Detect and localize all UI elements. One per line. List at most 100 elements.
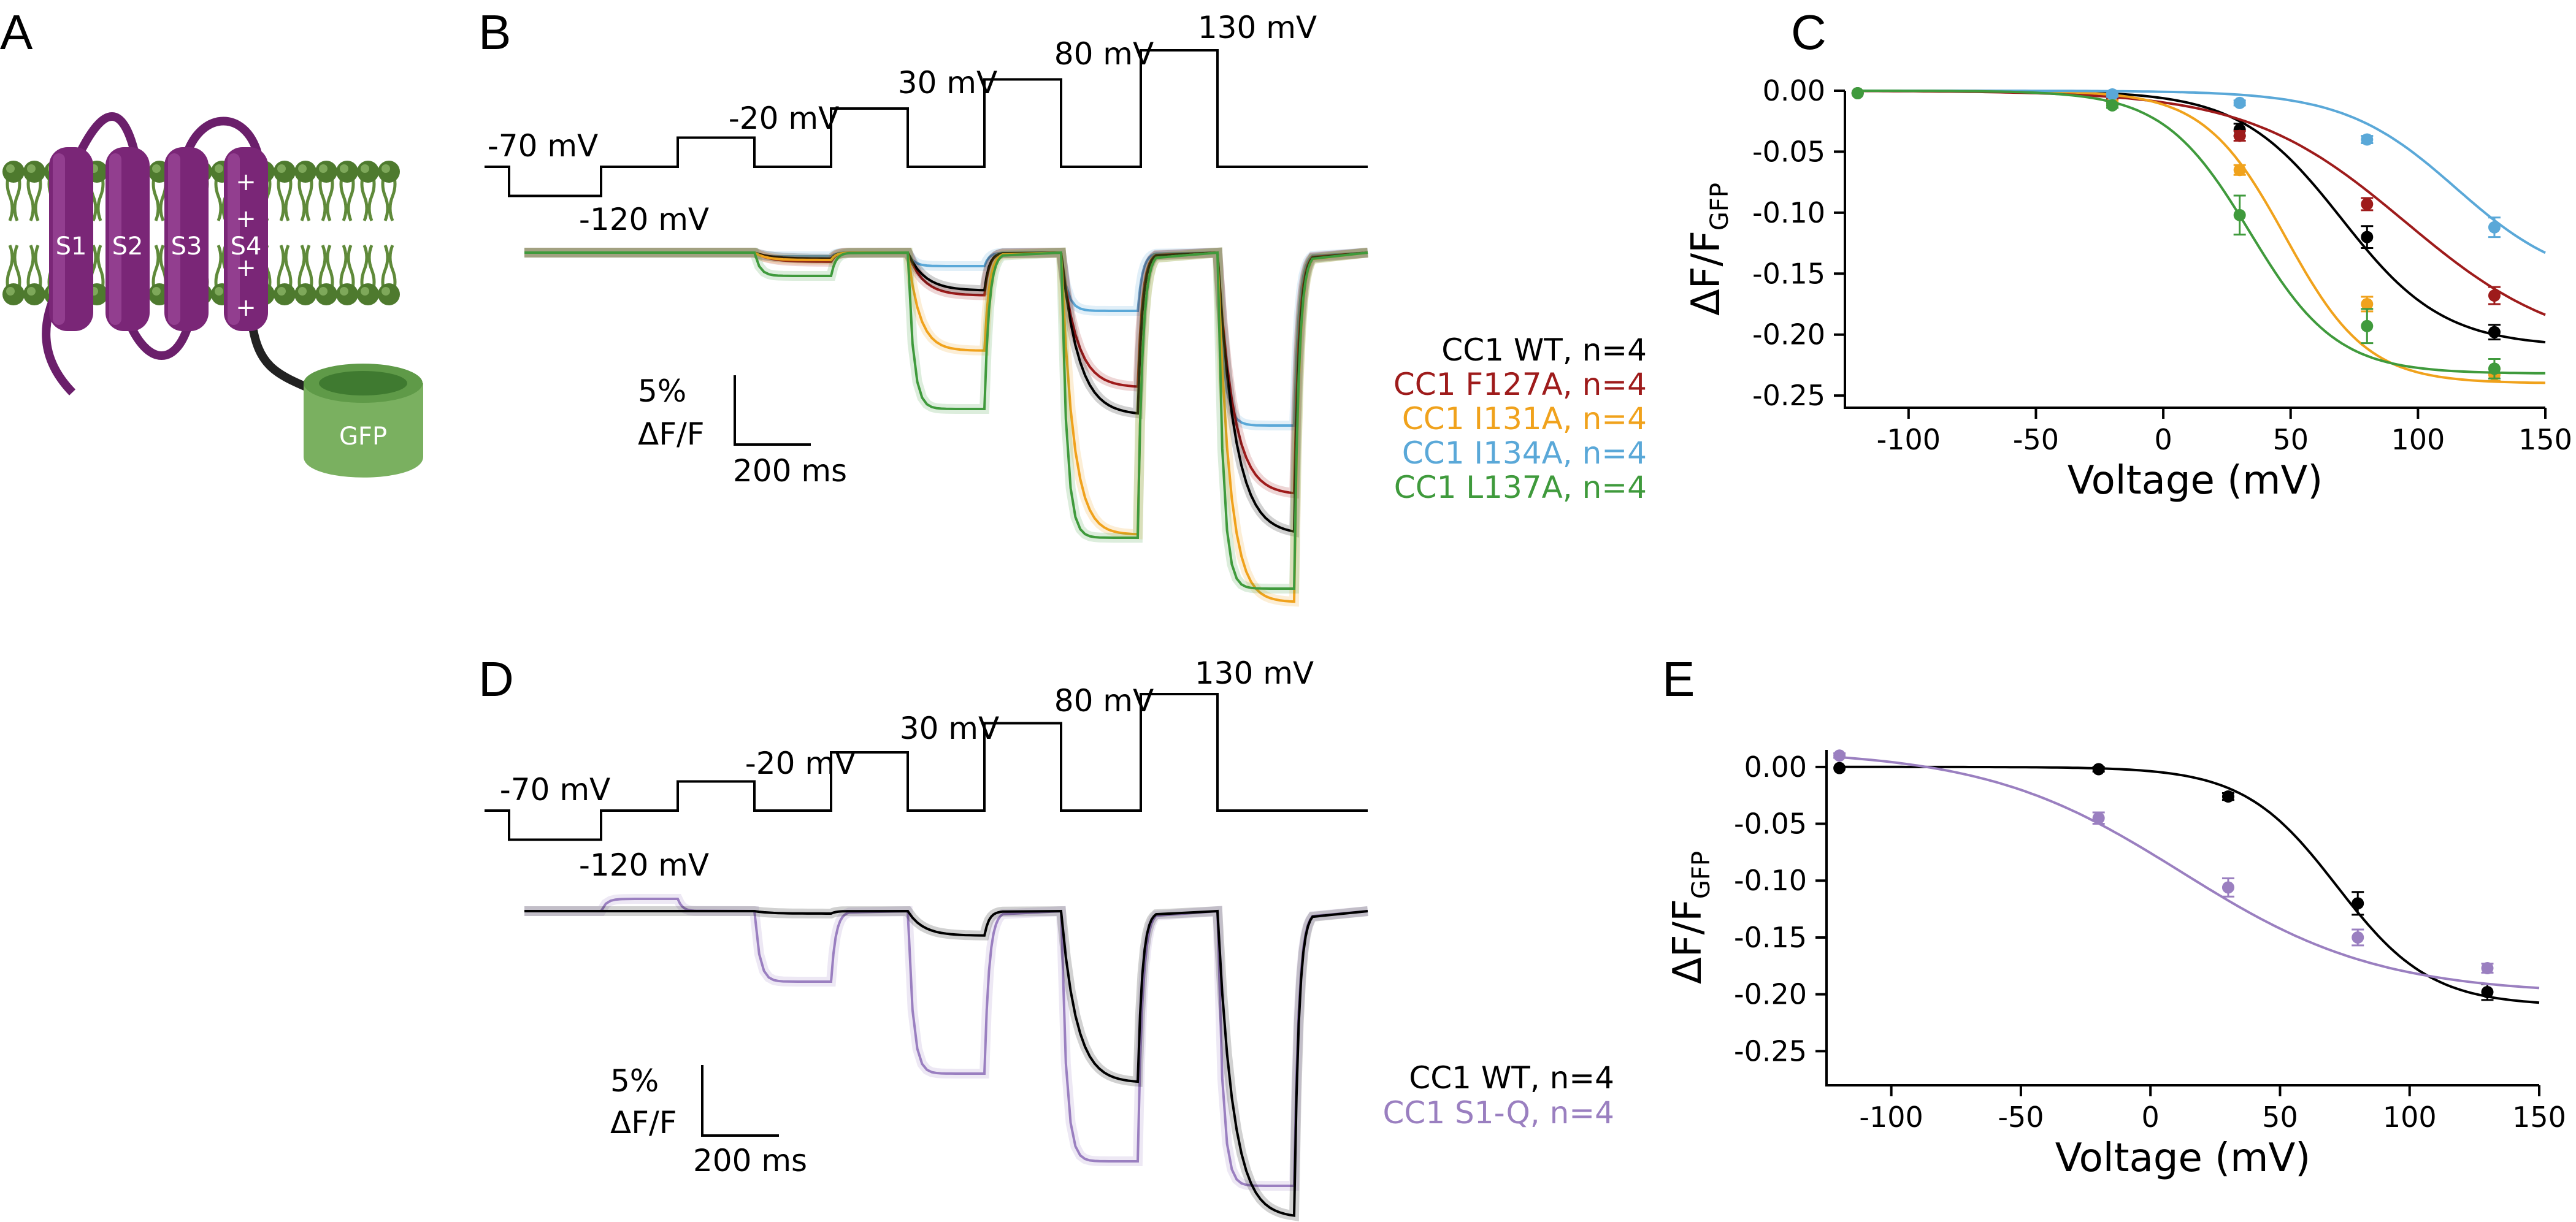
panel-label-b: B bbox=[478, 5, 511, 59]
x-tick-label: 100 bbox=[2383, 1101, 2437, 1134]
s1-s2-loop bbox=[75, 112, 139, 156]
voltage-step-label: -120 mV bbox=[579, 847, 709, 883]
lipid-head bbox=[378, 161, 400, 183]
y-tick-label: -0.10 bbox=[1734, 864, 1807, 897]
gfp-label: GFP bbox=[339, 422, 387, 451]
lipid-head bbox=[23, 283, 45, 305]
y-axis-label: ΔF/FGFP bbox=[1684, 183, 1734, 316]
data-point bbox=[2106, 88, 2119, 101]
data-point bbox=[1833, 762, 1846, 774]
data-point bbox=[2233, 96, 2246, 109]
scalebar-d: 5% ΔF/F 200 ms bbox=[610, 1063, 807, 1178]
scalebar-amplitude: 5% bbox=[610, 1063, 659, 1099]
x-tick-label: 50 bbox=[2262, 1101, 2298, 1134]
helix-s4: S4 + + + + bbox=[224, 147, 268, 331]
lipid-head bbox=[2, 161, 25, 183]
s2-s3-loop bbox=[123, 317, 194, 360]
fluorescence-traces-d bbox=[524, 894, 1368, 1221]
x-tick-label: 50 bbox=[2272, 423, 2309, 456]
axes bbox=[1825, 750, 2539, 1086]
x-tick-label: 150 bbox=[2518, 423, 2572, 456]
fit-curve bbox=[1857, 90, 2546, 384]
chart-e: -100 -50 0 50 100 150 0.00 -0.05 -0.10 -0.15 -0.20… bbox=[1665, 749, 2566, 1181]
lipid-head bbox=[294, 161, 316, 183]
helix-label-s4: S4 bbox=[231, 232, 262, 261]
y-tick-label: -0.10 bbox=[1752, 196, 1825, 229]
data-point bbox=[2352, 897, 2364, 910]
voltage-step-label: 80 mV bbox=[1054, 683, 1154, 719]
helix-s2: S2 bbox=[105, 147, 150, 331]
y-tick-label: -0.25 bbox=[1752, 379, 1825, 412]
panel-label-d: D bbox=[478, 652, 514, 706]
fluorescence-trace bbox=[524, 909, 1368, 1217]
lipid-head bbox=[315, 283, 337, 305]
helix-label-s3: S3 bbox=[171, 232, 202, 261]
y-tick-label: -0.15 bbox=[1734, 921, 1807, 954]
x-tick-label: -50 bbox=[1998, 1101, 2044, 1134]
lipid-head bbox=[378, 283, 400, 305]
lipid-head bbox=[357, 283, 379, 305]
data-point bbox=[2361, 297, 2374, 310]
legend-entry: CC1 F127A, n=4 bbox=[1393, 367, 1647, 402]
y-tick-label: -0.05 bbox=[1752, 135, 1825, 168]
legend-entry: CC1 WT, n=4 bbox=[1409, 1060, 1614, 1096]
s3-s4-loop bbox=[183, 116, 262, 155]
gating-charge: + bbox=[236, 294, 256, 322]
data-point bbox=[2221, 790, 2234, 803]
fit-curve bbox=[1857, 90, 2545, 375]
legend-entry: CC1 L137A, n=4 bbox=[1394, 470, 1647, 505]
lipid-head bbox=[336, 283, 358, 305]
voltage-protocol-d: -70 mV -120 mV -20 mV 30 mV 80 mV 130 mV bbox=[485, 655, 1368, 883]
fluorescence-trace bbox=[524, 898, 1368, 1187]
fluorescence-trace bbox=[524, 251, 1368, 590]
x-tick-label: -50 bbox=[2013, 423, 2059, 456]
protocol-line bbox=[485, 49, 1368, 197]
scalebar-b: 5% ΔF/F 200 ms bbox=[638, 373, 847, 489]
data-point bbox=[2488, 362, 2501, 375]
y-axis-label: ΔF/FGFP bbox=[1665, 851, 1715, 984]
y-tick-label: -0.05 bbox=[1734, 808, 1807, 841]
lipid-head bbox=[336, 161, 358, 183]
data-point bbox=[1833, 749, 1846, 762]
helix-s1: S1 bbox=[49, 147, 93, 331]
scalebar-amplitude: 5% bbox=[638, 373, 686, 409]
data-point bbox=[2221, 881, 2234, 894]
lipid-head bbox=[23, 161, 45, 183]
protocol-line bbox=[485, 693, 1368, 841]
fit-curve bbox=[1857, 90, 2546, 344]
voltage-step-label: 130 mV bbox=[1198, 10, 1317, 45]
voltage-step-label: -70 mV bbox=[500, 772, 610, 808]
x-tick-label: 150 bbox=[2512, 1101, 2566, 1134]
legend-entry: CC1 WT, n=4 bbox=[1441, 332, 1647, 368]
x-tick-label: -100 bbox=[1859, 1101, 1923, 1134]
gfp-barrel: GFP bbox=[304, 364, 423, 478]
data-point bbox=[2488, 289, 2501, 302]
data-point bbox=[2106, 99, 2119, 112]
voltage-step-label: 30 mV bbox=[900, 711, 999, 746]
lipid-head bbox=[2, 283, 25, 305]
voltage-step-label: -70 mV bbox=[488, 128, 598, 164]
voltage-step-label: 80 mV bbox=[1054, 36, 1154, 72]
scalebar-unit: ΔF/F bbox=[638, 416, 705, 452]
helix-s3: S3 bbox=[164, 147, 209, 331]
x-tick-label: 100 bbox=[2391, 423, 2445, 456]
voltage-step-label: -120 mV bbox=[579, 202, 709, 237]
scalebar-time: 200 ms bbox=[733, 453, 847, 489]
voltage-step-label: 30 mV bbox=[898, 65, 997, 101]
helix-label-s2: S2 bbox=[112, 232, 144, 261]
scalebar-unit: ΔF/F bbox=[610, 1105, 677, 1140]
data-point bbox=[2481, 962, 2494, 975]
lipid-head bbox=[274, 161, 296, 183]
y-tick-label: 0.00 bbox=[1763, 74, 1825, 107]
gating-charge: + bbox=[236, 168, 256, 196]
lipid-head bbox=[274, 283, 296, 305]
legend-entry: CC1 I131A, n=4 bbox=[1402, 401, 1647, 437]
axes bbox=[1844, 91, 2545, 409]
x-tick-label: 0 bbox=[2154, 423, 2172, 456]
y-tick-label: 0.00 bbox=[1744, 750, 1807, 784]
data-point bbox=[2361, 319, 2374, 332]
fit-curve bbox=[1839, 765, 2540, 1004]
y-axis-label-subscript: GFP bbox=[1687, 851, 1715, 899]
data-point bbox=[2488, 221, 2501, 234]
